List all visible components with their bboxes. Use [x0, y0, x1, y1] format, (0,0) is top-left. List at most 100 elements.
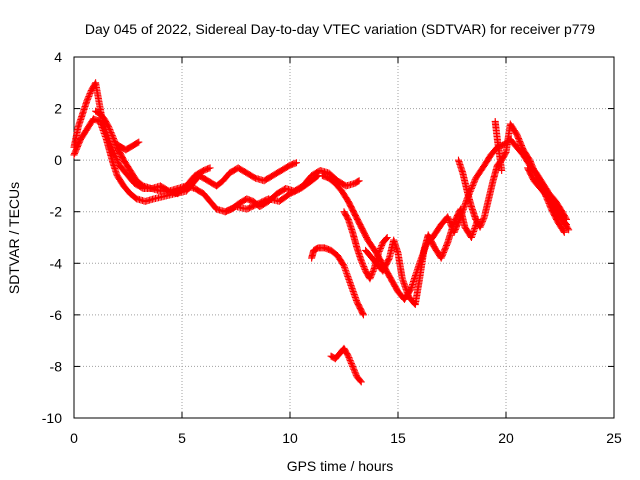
data-point-marker [565, 226, 573, 234]
data-point-marker [383, 234, 391, 241]
data-point-marker [360, 263, 368, 271]
data-point-marker [470, 179, 478, 187]
y-tick-label: 2 [54, 101, 62, 117]
data-point-marker [560, 228, 568, 236]
series-arc-10 [327, 344, 365, 386]
data-point-marker [107, 129, 115, 137]
data-point-marker [84, 95, 92, 103]
data-point-marker [86, 89, 94, 97]
data-point-marker [350, 365, 358, 373]
data-point-marker [108, 131, 116, 139]
data-point-marker [469, 182, 477, 190]
data-point-marker [359, 311, 367, 319]
data-point-marker [469, 180, 477, 188]
data-point-marker [206, 164, 214, 172]
y-tick-label: -4 [50, 255, 63, 271]
data-point-marker [135, 138, 143, 146]
data-point-marker [354, 177, 362, 185]
data-point-marker [349, 364, 357, 372]
data-point-marker [476, 223, 484, 231]
data-point-marker [359, 260, 367, 268]
data-point-marker [109, 133, 117, 141]
data-point-marker [498, 166, 506, 174]
data-point-marker [134, 139, 142, 147]
data-point-marker [560, 227, 568, 235]
data-point-marker [359, 261, 367, 269]
data-point-marker [369, 267, 377, 275]
data-point-marker [471, 177, 479, 185]
data-point-marker [375, 247, 383, 255]
data-point-marker [357, 378, 365, 386]
data-point-marker [313, 172, 321, 180]
data-point-marker [478, 219, 486, 227]
x-tick-label: 25 [606, 430, 622, 446]
data-point-marker [347, 358, 355, 366]
plot-frame [73, 56, 615, 419]
x-tick-label: 15 [390, 430, 406, 446]
data-point-marker [366, 275, 374, 283]
data-point-marker [109, 134, 117, 142]
x-tick-label: 10 [282, 430, 298, 446]
data-point-marker [368, 269, 376, 277]
data-point-marker [344, 352, 352, 360]
y-tick-label: 4 [54, 49, 62, 65]
data-point-marker [367, 272, 375, 280]
series-arc-5 [221, 172, 322, 216]
data-point-marker [355, 177, 363, 185]
series-arc-14 [524, 164, 570, 229]
data-point-marker [346, 355, 354, 363]
data-point-marker [358, 258, 366, 266]
y-tick-label: -10 [42, 410, 62, 426]
data-point-marker [350, 367, 358, 375]
data-point-marker [562, 221, 570, 229]
data-point-marker [347, 359, 355, 367]
data-point-marker [352, 370, 360, 378]
y-axis-label: SDTVAR / TECUs [6, 182, 22, 294]
data-point-marker [376, 246, 384, 254]
data-point-marker [105, 123, 113, 131]
data-point-marker [108, 130, 116, 138]
grid-lines [74, 57, 614, 418]
data-point-marker [479, 217, 487, 225]
data-point-marker [356, 377, 364, 385]
series-arc-9 [340, 208, 391, 283]
data-point-marker [106, 127, 114, 135]
data-point-marker [105, 124, 113, 132]
data-point-marker [349, 362, 357, 370]
data-points [70, 79, 573, 386]
x-tick-label: 5 [178, 430, 186, 446]
x-axis-label: GPS time / hours [287, 458, 394, 474]
data-point-marker [375, 249, 383, 257]
data-point-marker [477, 222, 485, 230]
data-point-marker [351, 368, 359, 376]
data-point-marker [348, 361, 356, 369]
data-point-marker [479, 216, 487, 224]
series-arc-8 [308, 244, 367, 319]
data-point-marker [367, 273, 375, 281]
data-point-marker [477, 220, 485, 228]
data-point-marker [85, 91, 93, 99]
y-tick-label: -2 [50, 204, 63, 220]
data-point-marker [376, 245, 384, 253]
data-point-marker [85, 92, 93, 100]
data-point-marker [84, 94, 92, 102]
data-point-marker [382, 235, 390, 243]
data-point-marker [346, 357, 354, 365]
y-tick-label: 0 [54, 152, 62, 168]
data-point-marker [368, 270, 376, 278]
series-arc-4 [113, 138, 143, 154]
axis-ticks: 0 5 10 15 20 25 -10 -8 -6 -4 -2 0 2 4 [42, 49, 622, 446]
data-point-marker [562, 220, 570, 228]
data-point-marker [83, 97, 91, 105]
data-point-marker [345, 354, 353, 362]
series-arc-12 [491, 117, 506, 174]
y-tick-label: -8 [50, 358, 63, 374]
series-arc-3 [92, 107, 363, 216]
data-point-marker [360, 264, 368, 272]
data-point-marker [106, 126, 114, 134]
series-arc-1 [70, 79, 214, 198]
data-point-marker [359, 310, 367, 318]
x-tick-label: 0 [70, 430, 78, 446]
y-tick-label: -6 [50, 307, 63, 323]
